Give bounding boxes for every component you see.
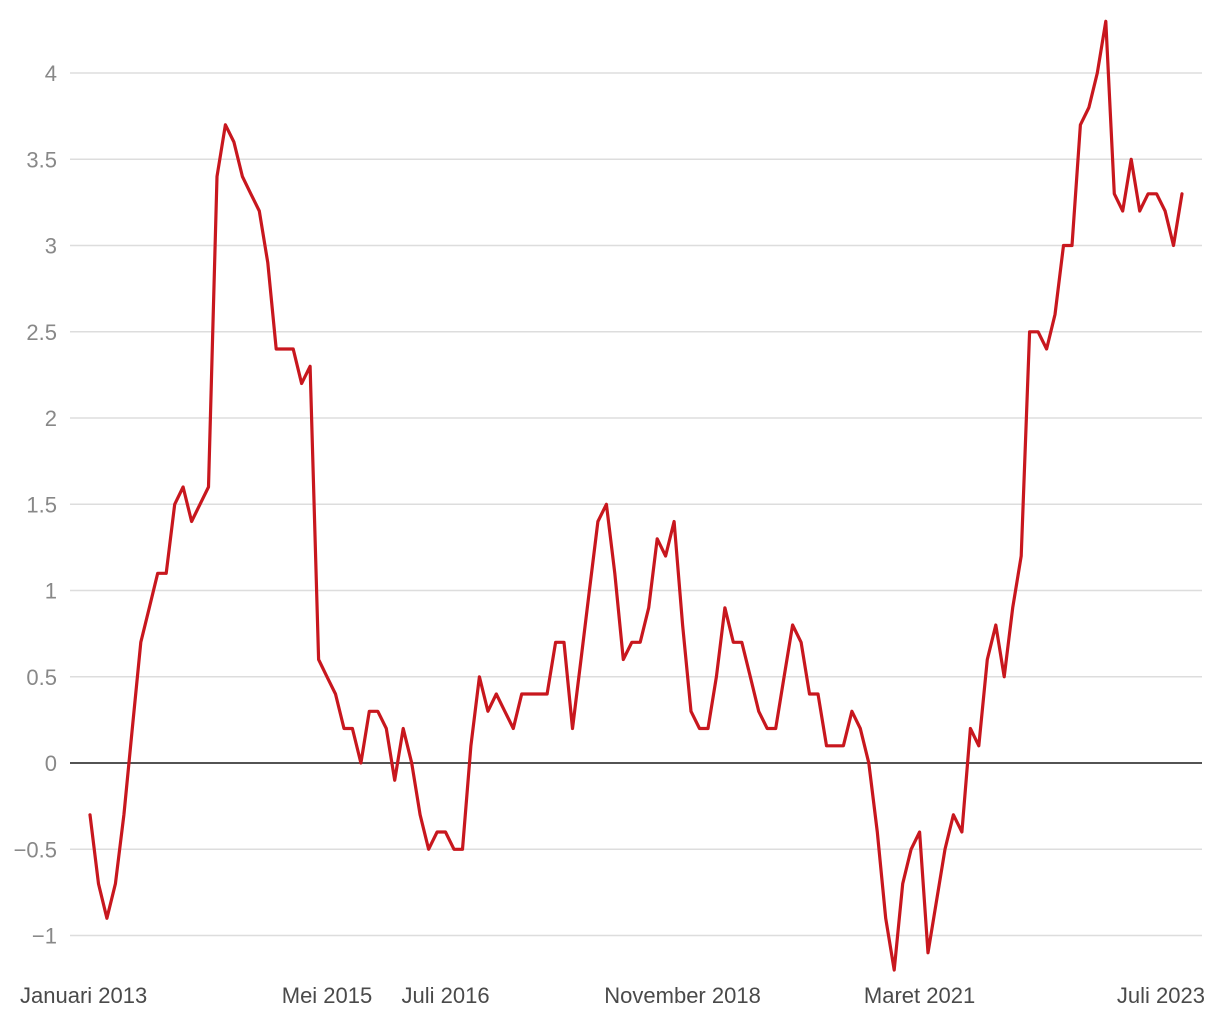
y-tick-label: 3 (45, 234, 57, 259)
x-tick-label: Maret 2021 (864, 983, 975, 1008)
x-tick-label: Juli 2016 (401, 983, 489, 1008)
y-tick-label: −1 (32, 924, 57, 949)
y-tick-label: 4 (45, 61, 57, 86)
x-tick-label: Mei 2015 (282, 983, 373, 1008)
y-tick-label: 2.5 (26, 320, 57, 345)
gridlines (70, 72, 1202, 937)
x-axis-ticks: Januari 2013 Mei 2015 Juli 2016 November 20… (20, 983, 1205, 1008)
x-tick-label: Juli 2023 (1117, 983, 1205, 1008)
series-line (88, 19, 1184, 972)
y-tick-label: −0.5 (14, 837, 57, 862)
y-tick-label: 3.5 (26, 147, 57, 172)
y-tick-label: 0 (45, 751, 57, 776)
y-tick-label: 2 (45, 406, 57, 431)
x-tick-label: November 2018 (604, 983, 761, 1008)
y-tick-label: 1.5 (26, 492, 57, 517)
series-layer (88, 19, 1184, 972)
y-tick-label: 0.5 (26, 665, 57, 690)
x-tick-label: Januari 2013 (20, 983, 147, 1008)
y-axis-ticks: 4 3.5 3 2.5 2 1.5 1 0.5 0 −0.5 −1 (14, 61, 57, 949)
y-tick-label: 1 (45, 579, 57, 604)
